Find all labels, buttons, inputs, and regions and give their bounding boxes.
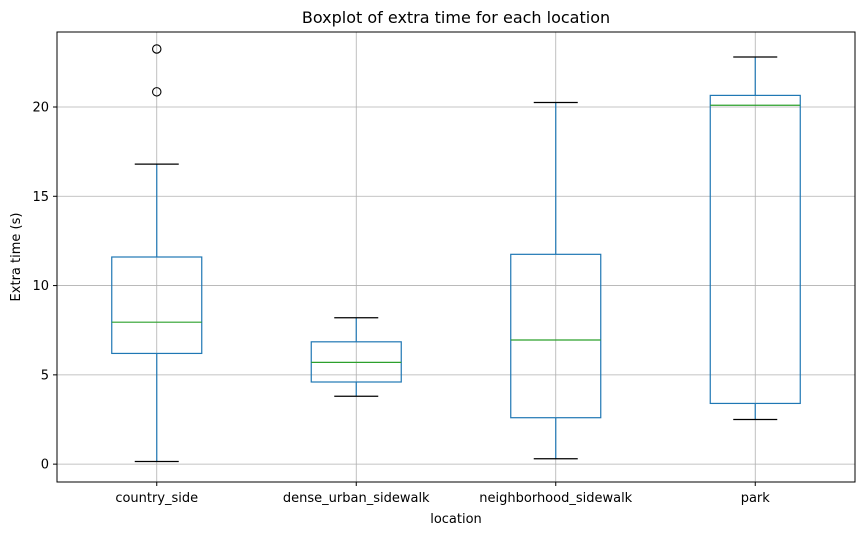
- plot-frame: [56, 31, 856, 483]
- y-tick-label: 15: [32, 190, 49, 205]
- box-group-neighborhood_sidewalk: [510, 101, 602, 460]
- y-tick-label: 0: [41, 458, 49, 473]
- x-axis-label: location: [430, 512, 482, 527]
- outlier-point: [152, 87, 162, 97]
- y-tick-label: 5: [41, 368, 49, 383]
- y-tick-label: 20: [32, 101, 49, 116]
- x-tick-label-neighborhood_sidewalk: neighborhood_sidewalk: [479, 491, 632, 506]
- x-tick-label-park: park: [741, 491, 771, 506]
- y-axis-label: Extra time (s): [9, 213, 24, 302]
- x-axis-ticks: country_side dense_urban_sidewalk neighbor…: [115, 482, 770, 506]
- outlier-point: [152, 44, 162, 54]
- x-tick-label-country_side: country_side: [115, 491, 198, 506]
- box-group-dense_urban_sidewalk: [310, 317, 402, 397]
- y-tick-label: 10: [32, 279, 49, 294]
- iqr-box: [111, 256, 203, 355]
- box-group-country_side: [111, 44, 203, 463]
- iqr-box: [510, 253, 602, 419]
- box-group-park: [709, 56, 801, 421]
- chart-title: Boxplot of extra time for each location: [302, 8, 610, 27]
- y-axis-ticks: 0 5 10 15 20: [32, 101, 57, 473]
- x-tick-label-dense_urban_sidewalk: dense_urban_sidewalk: [283, 491, 430, 506]
- iqr-box: [709, 94, 801, 405]
- box-layer: [111, 44, 801, 463]
